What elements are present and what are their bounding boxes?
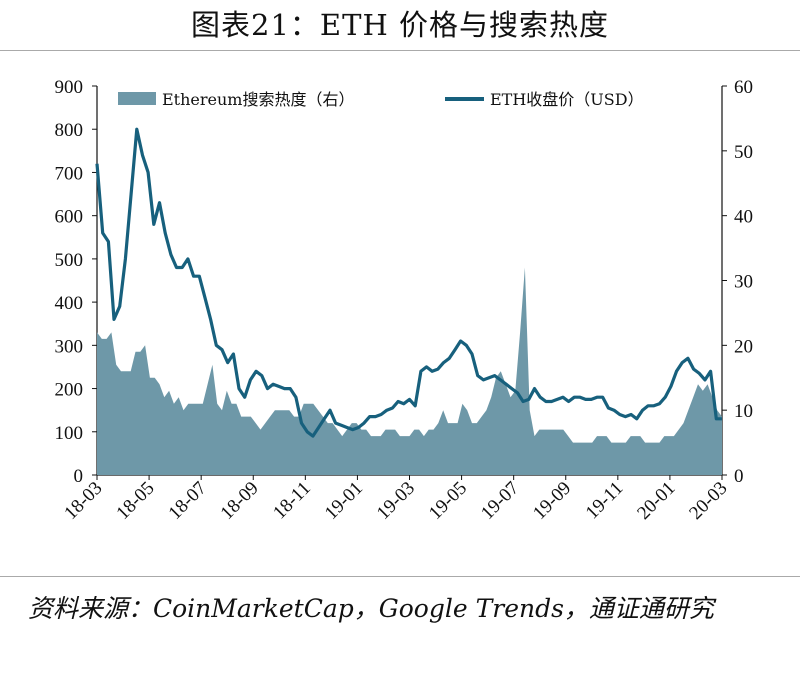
right-tick-label: 60: [734, 77, 753, 98]
chart-title: 图表21：ETH 价格与搜索热度: [191, 8, 609, 42]
x-tick-label: 18-07: [165, 478, 211, 524]
left-tick-label: 200: [55, 380, 84, 401]
legend-area-swatch: [118, 92, 156, 105]
left-tick-label: 600: [55, 207, 84, 228]
legend-area-label: Ethereum搜索热度（右）: [162, 90, 354, 109]
x-tick-label: 19-03: [373, 478, 419, 524]
right-tick-label: 50: [734, 142, 753, 163]
x-tick-label: 20-01: [633, 478, 679, 524]
search-interest-area: [97, 267, 722, 475]
left-tick-label: 300: [55, 336, 84, 357]
x-tick-label: 19-07: [477, 478, 523, 524]
right-tick-label: 40: [734, 207, 753, 228]
x-tick-label: 19-01: [321, 478, 367, 524]
left-tick-label: 100: [55, 423, 84, 444]
left-tick-label: 400: [55, 293, 84, 314]
eth-price-search-chart: 0 100 200 300 400 500 600 700 800 900 0 10 20 30 40 50 6…: [55, 77, 754, 524]
right-tick-label: 0: [734, 466, 744, 487]
left-tick-label: 800: [55, 120, 84, 141]
x-tick-label: 19-11: [582, 478, 628, 524]
x-tick-label: 18-03: [60, 478, 106, 524]
x-tick-label: 18-09: [217, 478, 263, 524]
legend-line-label: ETH收盘价（USD）: [490, 90, 644, 109]
x-tick-label: 18-11: [269, 478, 315, 524]
right-tick-label: 10: [734, 401, 753, 422]
top-divider: [0, 50, 800, 51]
x-tick-label: 19-09: [529, 478, 575, 524]
x-tick-label: 18-05: [112, 478, 158, 524]
right-tick-label: 30: [734, 272, 753, 293]
eth-price-line: [95, 127, 722, 438]
x-tick-label: 19-05: [425, 478, 471, 524]
left-tick-label: 500: [55, 250, 84, 271]
legend: Ethereum搜索热度（右） ETH收盘价（USD）: [118, 90, 644, 109]
left-tick-label: 700: [55, 163, 84, 184]
left-tick-label: 0: [74, 466, 84, 487]
bottom-divider: [0, 576, 800, 577]
source-note: 资料来源：CoinMarketCap，Google Trends，通证通研究: [28, 594, 714, 623]
x-tick-label: 20-03: [685, 478, 731, 524]
right-tick-label: 20: [734, 336, 753, 357]
left-tick-label: 900: [55, 77, 84, 98]
